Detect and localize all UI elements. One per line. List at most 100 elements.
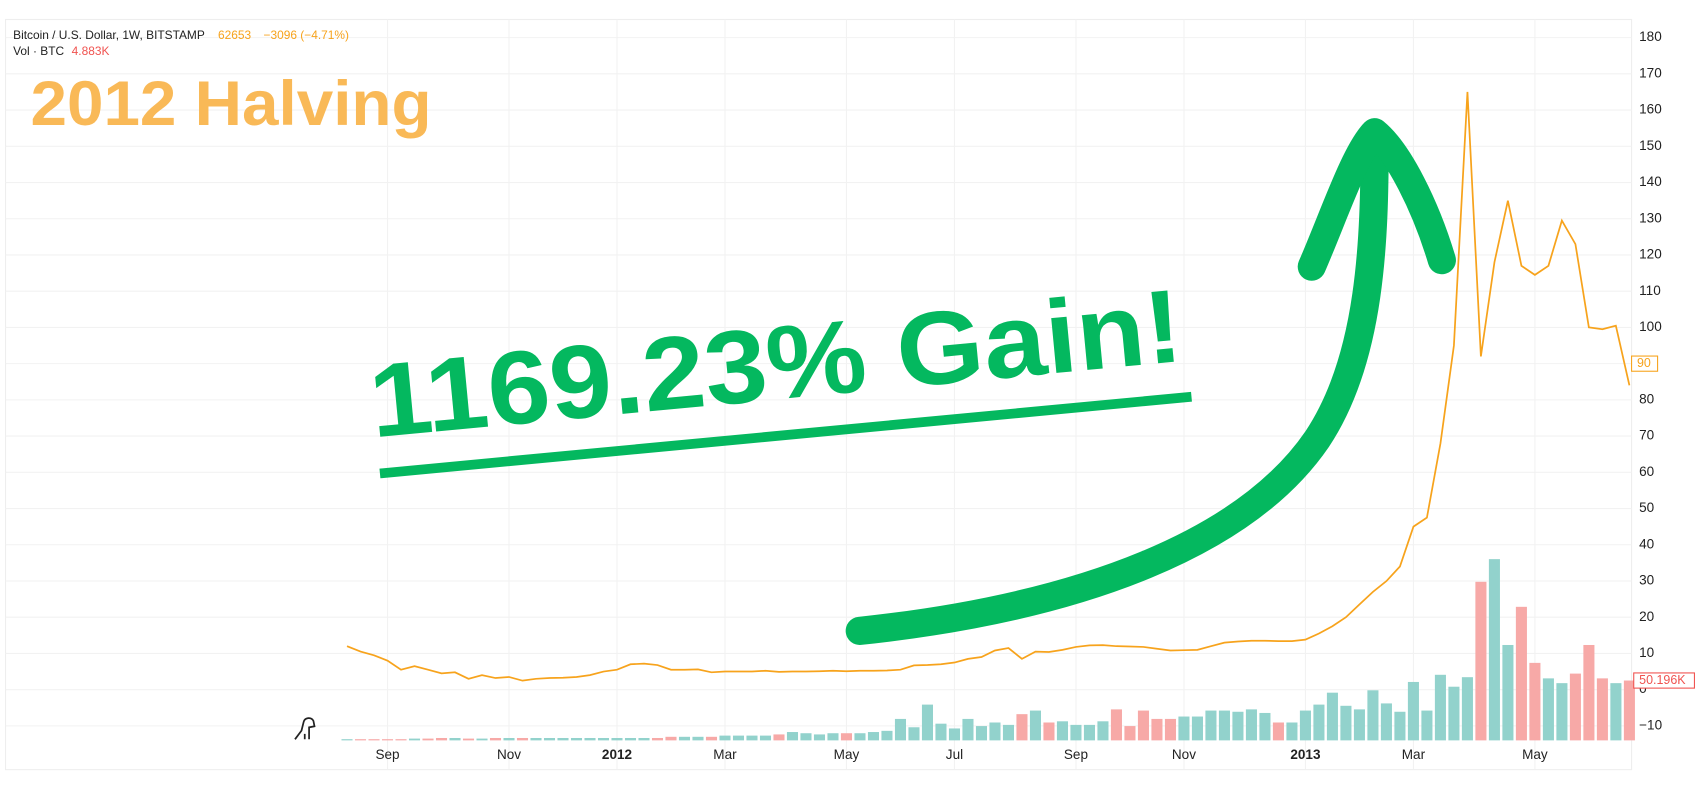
- x-tick-label: 2013: [1290, 747, 1321, 762]
- volume-bar: [1043, 722, 1055, 741]
- volume-marker-label: 50.196K: [1639, 673, 1686, 687]
- volume-bar: [1245, 709, 1257, 741]
- x-tick-label: May: [834, 747, 860, 762]
- volume-bar: [395, 739, 407, 741]
- volume-bar: [1461, 677, 1473, 741]
- volume-bar: [948, 728, 960, 741]
- volume-bar: [935, 723, 947, 741]
- volume-bar: [1083, 724, 1095, 741]
- volume-bar: [435, 737, 448, 741]
- volume-bar: [651, 737, 664, 741]
- price-marker-label: 90: [1637, 356, 1651, 370]
- volume-bar: [530, 737, 542, 741]
- y-tick-label: 70: [1639, 428, 1654, 443]
- y-tick-label: 120: [1639, 247, 1662, 262]
- arrow-head: [1297, 118, 1456, 281]
- x-tick-label: Sep: [1064, 747, 1088, 762]
- volume-bar: [1475, 581, 1487, 741]
- x-tick-label: Jul: [946, 747, 963, 762]
- volume-bar: [1448, 686, 1460, 741]
- y-tick-label: 100: [1639, 319, 1662, 334]
- volume-bar: [543, 737, 556, 741]
- y-tick-label: 150: [1639, 138, 1662, 153]
- volume-bar: [1569, 673, 1581, 741]
- volume-bar: [624, 737, 637, 741]
- volume-bar: [827, 733, 839, 741]
- x-tick-label: Sep: [375, 747, 399, 762]
- volume-bar: [516, 737, 529, 741]
- volume-bar: [786, 732, 799, 741]
- price-marker-box: [1631, 355, 1659, 372]
- volume-pane: [341, 559, 1635, 741]
- volume-bar: [1529, 662, 1541, 741]
- y-tick-label: 60: [1639, 464, 1654, 479]
- volume-bar: [584, 737, 596, 741]
- volume-bar: [759, 735, 772, 741]
- logo-icon: [294, 717, 316, 740]
- volume-bar: [368, 739, 380, 741]
- price-pane: [346, 91, 1631, 682]
- y-tick-label: 30: [1639, 573, 1654, 588]
- volume-bar: [1259, 712, 1271, 741]
- volume-bar: [570, 737, 583, 741]
- volume-bar: [975, 726, 987, 741]
- y-tick-label: 130: [1639, 210, 1662, 225]
- volume-bar: [705, 736, 718, 741]
- volume-bar: [989, 722, 1001, 741]
- price: 62653: [218, 28, 251, 42]
- volume-bar: [1137, 710, 1149, 741]
- volume-bar: [1299, 710, 1311, 741]
- y-tick-label: 20: [1639, 609, 1654, 624]
- volume-bar: [1596, 678, 1608, 741]
- volume-bar: [921, 704, 934, 741]
- volume-bar: [1029, 710, 1041, 741]
- price-axis: 1801701601501401301201101009080706050403…: [1631, 29, 1695, 732]
- volume-bar: [773, 734, 785, 741]
- volume-bar: [1164, 718, 1176, 741]
- volume-bar: [678, 736, 691, 741]
- y-tick-label: 80: [1639, 391, 1654, 406]
- volume-bar: [1542, 678, 1554, 741]
- volume-bar: [732, 735, 745, 741]
- volume-bar: [381, 739, 394, 741]
- volume-bar: [1380, 703, 1392, 741]
- volume-bar: [341, 739, 353, 741]
- y-tick-label: 170: [1639, 65, 1662, 80]
- y-tick-label: 160: [1639, 102, 1662, 117]
- volume-bar: [1232, 711, 1244, 741]
- volume-bar: [1110, 709, 1122, 741]
- volume: 4.883K: [72, 44, 110, 58]
- volume-bar: [489, 737, 502, 741]
- price-line: [346, 91, 1631, 682]
- volume-bar: [1394, 711, 1406, 741]
- volume-bar: [1205, 710, 1217, 741]
- x-tick-label: Mar: [713, 747, 737, 762]
- x-tick-label: Nov: [1172, 747, 1196, 762]
- chart-frame: [5, 18, 1633, 771]
- volume-bar: [611, 737, 623, 741]
- y-tick-label: 110: [1639, 283, 1661, 298]
- volume-bar: [408, 738, 421, 741]
- volume-bar: [1313, 704, 1325, 741]
- volume-bar: [422, 738, 434, 741]
- volume-bar: [746, 735, 758, 741]
- volume-bar: [1151, 718, 1163, 741]
- y-tick-label: 180: [1639, 29, 1662, 44]
- volume-name: Vol · BTC: [13, 44, 64, 58]
- time-axis: Sep Nov 2012 Mar May Jul Sep Nov 2013 Mar May: [375, 747, 1547, 762]
- volume-bar: [854, 733, 866, 741]
- volume-bar: [1272, 722, 1284, 741]
- volume-bar: [1016, 714, 1028, 741]
- volume-bar: [1191, 716, 1203, 741]
- volume-bar: [638, 737, 650, 741]
- volume-bar: [1218, 710, 1230, 741]
- volume-bar: [840, 733, 853, 741]
- volume-bar: [557, 737, 569, 741]
- volume-bar: [1434, 674, 1446, 741]
- volume-bar: [813, 734, 826, 741]
- x-tick-label: 2012: [602, 747, 632, 762]
- volume-bar: [881, 730, 893, 741]
- y-tick-label: −10: [1639, 717, 1662, 732]
- y-tick-label: 0: [1639, 681, 1647, 696]
